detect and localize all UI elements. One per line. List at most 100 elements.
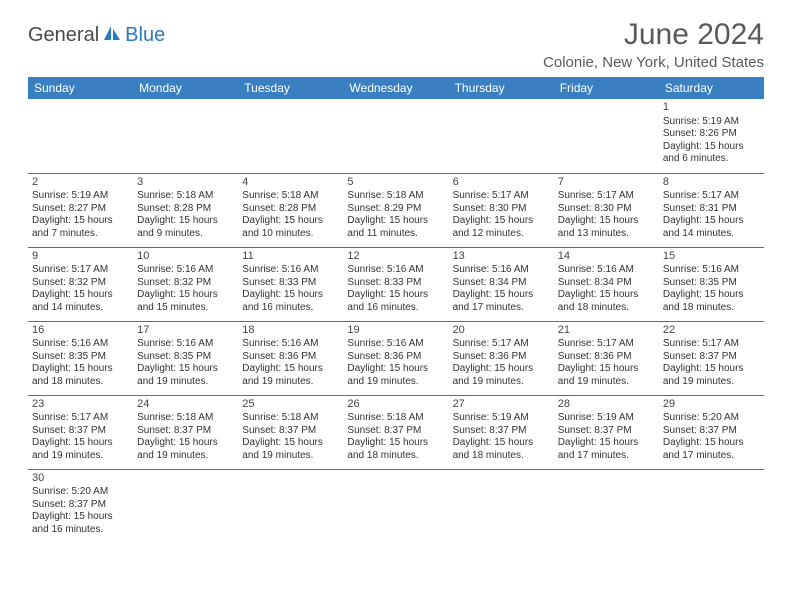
sunset-text: Sunset: 8:37 PM	[242, 425, 339, 438]
weekday-header: Sunday	[28, 77, 133, 99]
sail-icon	[102, 24, 122, 47]
calendar-week-row: 30Sunrise: 5:20 AMSunset: 8:37 PMDayligh…	[28, 469, 764, 543]
day-number: 15	[663, 250, 760, 264]
sunrise-text: Sunrise: 5:18 AM	[242, 412, 339, 425]
day-number: 9	[32, 250, 129, 264]
sunset-text: Sunset: 8:35 PM	[32, 351, 129, 364]
daylight-text: Daylight: 15 hours and 19 minutes.	[558, 363, 655, 388]
daylight-text: Daylight: 15 hours and 17 minutes.	[663, 437, 760, 462]
sunrise-text: Sunrise: 5:16 AM	[558, 264, 655, 277]
brand-part1: General	[28, 24, 99, 47]
weekday-header: Tuesday	[238, 77, 343, 99]
day-number: 24	[137, 398, 234, 412]
brand-logo: General Blue	[28, 18, 165, 47]
calendar-empty-cell	[449, 469, 554, 543]
calendar-empty-cell	[343, 469, 448, 543]
daylight-text: Daylight: 15 hours and 17 minutes.	[558, 437, 655, 462]
weekday-header: Monday	[133, 77, 238, 99]
sunrise-text: Sunrise: 5:18 AM	[137, 412, 234, 425]
calendar-body: 1Sunrise: 5:19 AMSunset: 8:26 PMDaylight…	[28, 99, 764, 543]
day-number: 12	[347, 250, 444, 264]
daylight-text: Daylight: 15 hours and 13 minutes.	[558, 215, 655, 240]
calendar-day-cell: 7Sunrise: 5:17 AMSunset: 8:30 PMDaylight…	[554, 173, 659, 247]
daylight-text: Daylight: 15 hours and 19 minutes.	[137, 363, 234, 388]
day-number: 7	[558, 176, 655, 190]
calendar-day-cell: 29Sunrise: 5:20 AMSunset: 8:37 PMDayligh…	[659, 395, 764, 469]
daylight-text: Daylight: 15 hours and 16 minutes.	[242, 289, 339, 314]
sunrise-text: Sunrise: 5:19 AM	[663, 116, 760, 129]
sunset-text: Sunset: 8:32 PM	[137, 277, 234, 290]
calendar-day-cell: 27Sunrise: 5:19 AMSunset: 8:37 PMDayligh…	[449, 395, 554, 469]
calendar-empty-cell	[554, 469, 659, 543]
day-number: 23	[32, 398, 129, 412]
calendar-day-cell: 18Sunrise: 5:16 AMSunset: 8:36 PMDayligh…	[238, 321, 343, 395]
day-number: 19	[347, 324, 444, 338]
calendar-day-cell: 1Sunrise: 5:19 AMSunset: 8:26 PMDaylight…	[659, 99, 764, 173]
calendar-day-cell: 20Sunrise: 5:17 AMSunset: 8:36 PMDayligh…	[449, 321, 554, 395]
sunset-text: Sunset: 8:28 PM	[137, 203, 234, 216]
sunrise-text: Sunrise: 5:19 AM	[558, 412, 655, 425]
daylight-text: Daylight: 15 hours and 18 minutes.	[558, 289, 655, 314]
sunrise-text: Sunrise: 5:17 AM	[558, 190, 655, 203]
sunset-text: Sunset: 8:26 PM	[663, 128, 760, 141]
daylight-text: Daylight: 15 hours and 10 minutes.	[242, 215, 339, 240]
header-row: General Blue June 2024	[28, 18, 764, 52]
daylight-text: Daylight: 15 hours and 7 minutes.	[32, 215, 129, 240]
daylight-text: Daylight: 15 hours and 19 minutes.	[137, 437, 234, 462]
daylight-text: Daylight: 15 hours and 9 minutes.	[137, 215, 234, 240]
calendar-day-cell: 23Sunrise: 5:17 AMSunset: 8:37 PMDayligh…	[28, 395, 133, 469]
calendar-week-row: 9Sunrise: 5:17 AMSunset: 8:32 PMDaylight…	[28, 247, 764, 321]
sunrise-text: Sunrise: 5:16 AM	[347, 264, 444, 277]
day-number: 20	[453, 324, 550, 338]
sunrise-text: Sunrise: 5:17 AM	[558, 338, 655, 351]
sunset-text: Sunset: 8:29 PM	[347, 203, 444, 216]
daylight-text: Daylight: 15 hours and 6 minutes.	[663, 141, 760, 166]
day-number: 30	[32, 472, 129, 486]
day-number: 1	[663, 101, 760, 115]
calendar-day-cell: 15Sunrise: 5:16 AMSunset: 8:35 PMDayligh…	[659, 247, 764, 321]
calendar-page: General Blue June 2024 Colonie, New York…	[0, 0, 792, 553]
sunrise-text: Sunrise: 5:16 AM	[347, 338, 444, 351]
sunset-text: Sunset: 8:37 PM	[453, 425, 550, 438]
calendar-day-cell: 10Sunrise: 5:16 AMSunset: 8:32 PMDayligh…	[133, 247, 238, 321]
calendar-week-row: 16Sunrise: 5:16 AMSunset: 8:35 PMDayligh…	[28, 321, 764, 395]
calendar-empty-cell	[449, 99, 554, 173]
sunset-text: Sunset: 8:36 PM	[242, 351, 339, 364]
calendar-day-cell: 2Sunrise: 5:19 AMSunset: 8:27 PMDaylight…	[28, 173, 133, 247]
daylight-text: Daylight: 15 hours and 18 minutes.	[32, 363, 129, 388]
daylight-text: Daylight: 15 hours and 18 minutes.	[347, 437, 444, 462]
sunrise-text: Sunrise: 5:16 AM	[32, 338, 129, 351]
calendar-day-cell: 14Sunrise: 5:16 AMSunset: 8:34 PMDayligh…	[554, 247, 659, 321]
daylight-text: Daylight: 15 hours and 19 minutes.	[242, 437, 339, 462]
page-title: June 2024	[624, 18, 764, 52]
day-number: 4	[242, 176, 339, 190]
sunrise-text: Sunrise: 5:18 AM	[347, 412, 444, 425]
sunset-text: Sunset: 8:30 PM	[453, 203, 550, 216]
calendar-day-cell: 12Sunrise: 5:16 AMSunset: 8:33 PMDayligh…	[343, 247, 448, 321]
calendar-empty-cell	[238, 469, 343, 543]
day-number: 10	[137, 250, 234, 264]
calendar-day-cell: 25Sunrise: 5:18 AMSunset: 8:37 PMDayligh…	[238, 395, 343, 469]
day-number: 13	[453, 250, 550, 264]
daylight-text: Daylight: 15 hours and 14 minutes.	[663, 215, 760, 240]
calendar-day-cell: 6Sunrise: 5:17 AMSunset: 8:30 PMDaylight…	[449, 173, 554, 247]
calendar-day-cell: 17Sunrise: 5:16 AMSunset: 8:35 PMDayligh…	[133, 321, 238, 395]
calendar-day-cell: 8Sunrise: 5:17 AMSunset: 8:31 PMDaylight…	[659, 173, 764, 247]
daylight-text: Daylight: 15 hours and 14 minutes.	[32, 289, 129, 314]
weekday-header: Wednesday	[343, 77, 448, 99]
calendar-day-cell: 13Sunrise: 5:16 AMSunset: 8:34 PMDayligh…	[449, 247, 554, 321]
page-subtitle: Colonie, New York, United States	[28, 54, 764, 71]
day-number: 21	[558, 324, 655, 338]
sunrise-text: Sunrise: 5:16 AM	[242, 264, 339, 277]
sunset-text: Sunset: 8:33 PM	[347, 277, 444, 290]
day-number: 14	[558, 250, 655, 264]
calendar-week-row: 2Sunrise: 5:19 AMSunset: 8:27 PMDaylight…	[28, 173, 764, 247]
calendar-day-cell: 5Sunrise: 5:18 AMSunset: 8:29 PMDaylight…	[343, 173, 448, 247]
sunrise-text: Sunrise: 5:18 AM	[137, 190, 234, 203]
calendar-day-cell: 22Sunrise: 5:17 AMSunset: 8:37 PMDayligh…	[659, 321, 764, 395]
daylight-text: Daylight: 15 hours and 19 minutes.	[453, 363, 550, 388]
day-number: 25	[242, 398, 339, 412]
day-number: 26	[347, 398, 444, 412]
sunset-text: Sunset: 8:34 PM	[558, 277, 655, 290]
day-number: 27	[453, 398, 550, 412]
